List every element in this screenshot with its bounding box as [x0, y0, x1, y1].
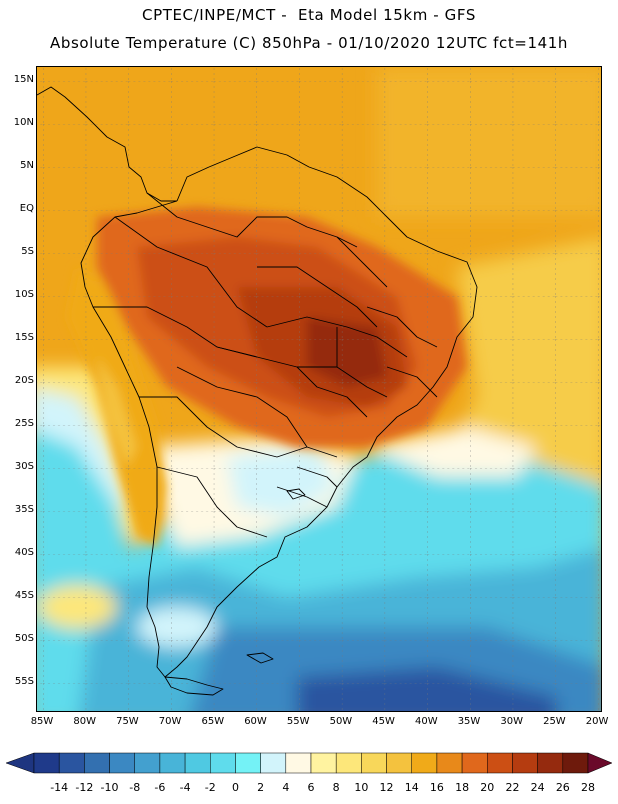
lon-label: 50W: [329, 716, 353, 727]
lon-label: 30W: [500, 716, 523, 727]
lon-label: 25W: [543, 716, 566, 727]
colorbar-tick-label: -12: [75, 781, 94, 794]
lon-label: 55W: [286, 716, 310, 727]
lat-lon-grid: [37, 67, 601, 711]
colorbar-swatch: [562, 752, 589, 774]
colorbar-low-arrow: [5, 752, 35, 774]
map-title: CPTEC/INPE/MCT - Eta Model 15km - GFS: [142, 6, 476, 24]
lat-label: 30S: [14, 461, 34, 472]
lat-label: 10S: [14, 289, 34, 300]
colorbar-tick-label: -2: [204, 781, 216, 794]
colorbar-swatch: [84, 752, 110, 774]
coastlines: [37, 86, 478, 696]
lon-label: 80W: [73, 716, 96, 727]
lat-label: 15S: [14, 332, 34, 343]
colorbar-swatch: [461, 752, 488, 774]
temperature-map[interactable]: [36, 66, 602, 712]
colorbar-swatch: [134, 752, 161, 774]
lat-label: 45S: [14, 590, 34, 601]
lon-label: 40W: [414, 716, 438, 727]
lon-label: 35W: [457, 716, 481, 727]
colorbar-swatch: [58, 752, 85, 774]
lat-label: 5S: [21, 246, 34, 257]
lat-label: 5N: [20, 160, 34, 171]
colorbar-tick-label: 12: [379, 781, 394, 794]
colorbar-swatch: [361, 752, 387, 774]
colorbar-tick-label: -14: [50, 781, 69, 794]
colorbar-tick-label: 4: [282, 781, 290, 794]
colorbar-tick-label: 18: [455, 781, 470, 794]
colorbar-high-arrow: [587, 752, 613, 774]
lat-label: 35S: [14, 504, 34, 515]
colorbar-tick-label: 10: [354, 781, 369, 794]
temperature-colorbar: [0, 748, 618, 800]
colorbar-tick-label: 8: [332, 781, 340, 794]
temperature-field: [37, 67, 601, 711]
colorbar-tick-label: -10: [100, 781, 119, 794]
lat-label: 15N: [13, 74, 34, 85]
colorbar-swatch: [159, 752, 186, 774]
colorbar-swatch: [335, 752, 362, 774]
colorbar-tick-label: 20: [480, 781, 495, 794]
lat-label: 40S: [14, 547, 34, 558]
colorbar-tick-label: 14: [404, 781, 419, 794]
colorbar-tick-label: -6: [154, 781, 166, 794]
colorbar-tick-label: 6: [307, 781, 315, 794]
colorbar-swatch: [109, 752, 135, 774]
colorbar-swatch: [210, 752, 236, 774]
lon-label: 70W: [158, 716, 182, 727]
colorbar-swatch: [386, 752, 412, 774]
colorbar-swatch: [310, 752, 337, 774]
lat-label: 20S: [14, 375, 34, 386]
colorbar-tick-label: -4: [179, 781, 191, 794]
lat-label: 10N: [13, 117, 34, 128]
lon-label: 65W: [201, 716, 225, 727]
lon-label: 45W: [372, 716, 395, 727]
lat-label: 55S: [14, 676, 34, 687]
colorbar-tick-label: 22: [505, 781, 520, 794]
colorbar-swatch: [184, 752, 211, 774]
lat-label: EQ: [19, 203, 34, 214]
colorbar-swatch: [285, 752, 312, 774]
lat-label: 50S: [14, 633, 34, 644]
colorbar-swatch: [33, 752, 60, 774]
colorbar-tick-label: -8: [129, 781, 141, 794]
colorbar-tick-label: 24: [530, 781, 545, 794]
lon-label: 85W: [30, 716, 54, 727]
colorbar-graphic: [5, 752, 613, 774]
colorbar-tick-label: 26: [555, 781, 570, 794]
colorbar-swatch: [487, 752, 513, 774]
colorbar-swatch: [411, 752, 438, 774]
colorbar-tick-label: 0: [231, 781, 239, 794]
lon-label: 75W: [116, 716, 139, 727]
colorbar-swatch: [260, 752, 287, 774]
colorbar-swatch: [512, 752, 538, 774]
colorbar-tick-label: 16: [429, 781, 444, 794]
lon-label: 60W: [244, 716, 267, 727]
colorbar-swatch: [235, 752, 261, 774]
colorbar-swatch: [537, 752, 564, 774]
colorbar-tick-label: 28: [581, 781, 595, 794]
map-subtitle: Absolute Temperature (C) 850hPa - 01/10/…: [49, 34, 569, 52]
colorbar-tick-label: 2: [257, 781, 265, 794]
lat-label: 25S: [14, 418, 34, 429]
lon-label: 20W: [585, 716, 609, 727]
colorbar-swatch: [436, 752, 463, 774]
